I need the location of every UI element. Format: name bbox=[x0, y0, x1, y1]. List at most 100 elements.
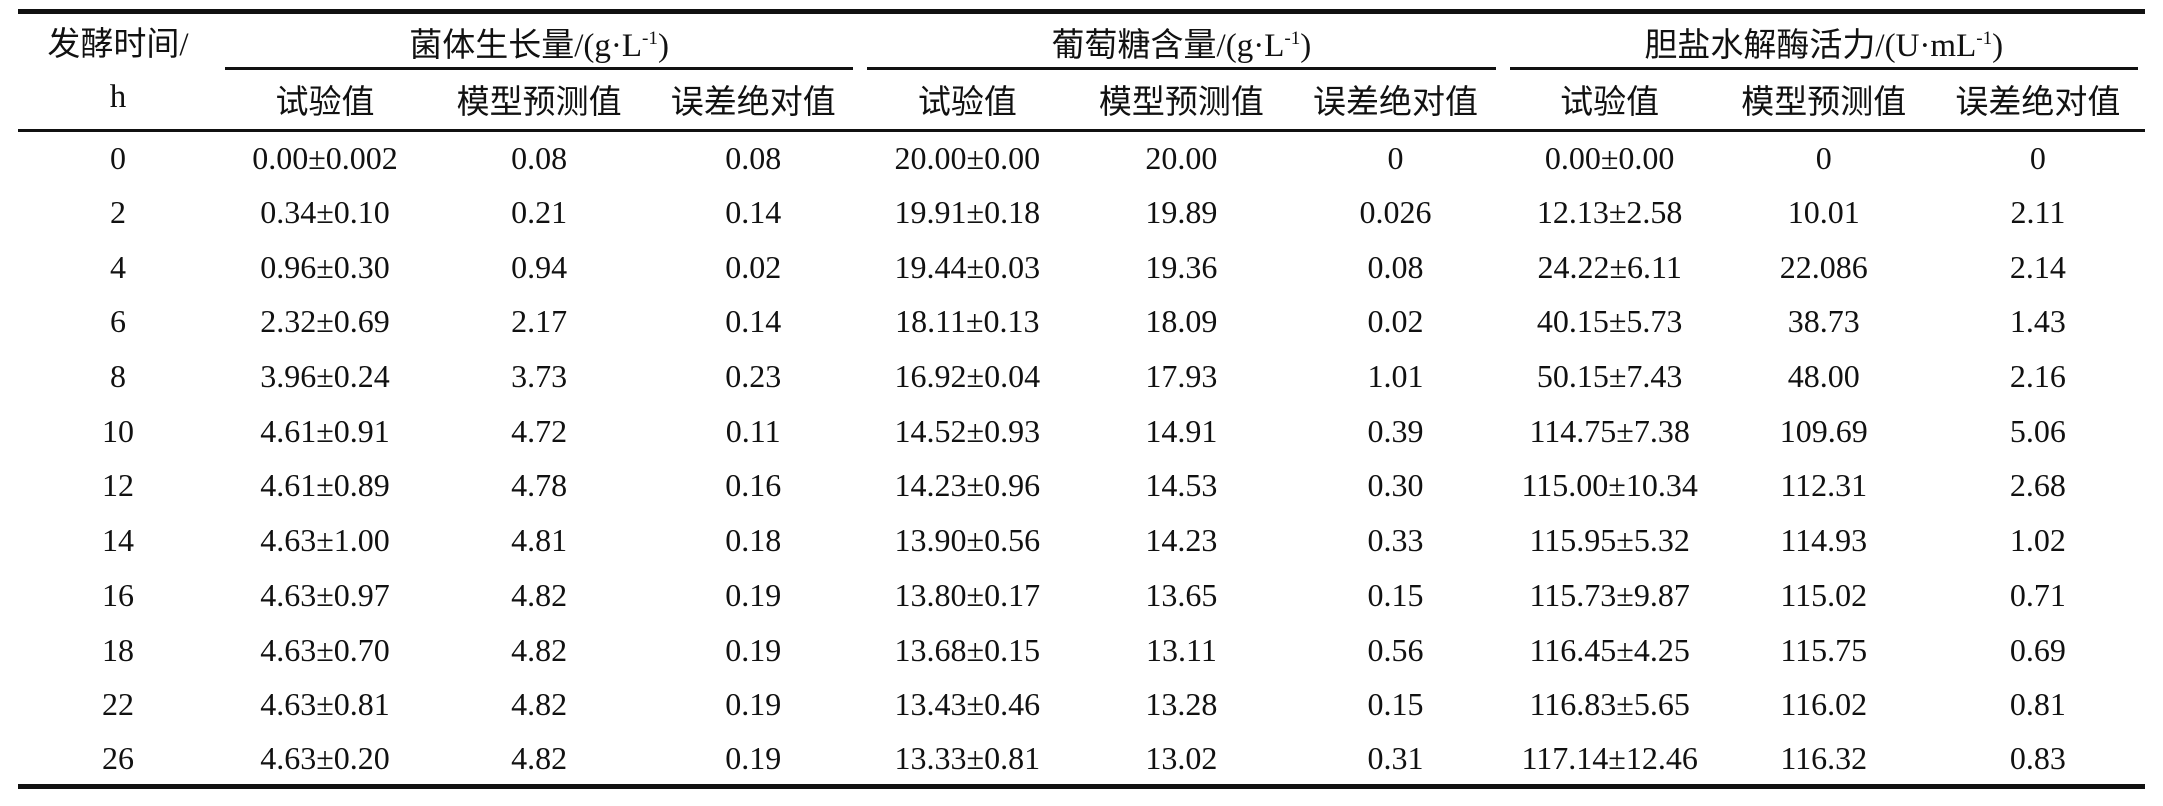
value-cell: 4.61±0.89 bbox=[260, 467, 390, 504]
value-cell: 0.02 bbox=[1367, 303, 1424, 340]
value-cell: 0.18 bbox=[725, 522, 782, 559]
group-title-close: ) bbox=[1992, 27, 2004, 64]
time-cell: 18 bbox=[101, 631, 134, 668]
value-cell: 0.08 bbox=[1367, 248, 1424, 285]
results-table: 发酵时间/ h 菌体生长量/(g·L-1) 葡萄糖含量/(g·L-1) 胆盐水解… bbox=[18, 9, 2145, 790]
value-cell: 3.73 bbox=[511, 358, 568, 395]
value-cell: 1.02 bbox=[2009, 522, 2066, 559]
value-cell: 19.89 bbox=[1145, 194, 1218, 231]
value-cell: 0.56 bbox=[1367, 631, 1424, 668]
value-cell: 1.43 bbox=[2009, 303, 2066, 340]
table-row: 26 4.63±0.20 4.82 0.19 13.33±0.81 13.02 0.31 11… bbox=[18, 732, 2145, 787]
time-cell: 26 bbox=[101, 739, 134, 776]
unit-superscript: -1 bbox=[1976, 27, 1993, 49]
value-cell: 0.15 bbox=[1367, 576, 1424, 613]
value-cell: 0.19 bbox=[725, 686, 782, 723]
value-cell: 115.75 bbox=[1780, 631, 1868, 668]
group-title-text: 葡萄糖含量/(g·L bbox=[1051, 27, 1285, 64]
value-cell: 13.80±0.17 bbox=[894, 576, 1041, 613]
table-row: 16 4.63±0.97 4.82 0.19 13.80±0.17 13.65 0.15 11… bbox=[18, 568, 2145, 623]
value-cell: 2.17 bbox=[511, 303, 568, 340]
table-row: 18 4.63±0.70 4.82 0.19 13.68±0.15 13.11 0.56 11… bbox=[18, 623, 2145, 678]
group-title-close: ) bbox=[1300, 27, 1312, 64]
value-cell: 12.13±2.58 bbox=[1536, 194, 1683, 231]
value-cell: 0 bbox=[2029, 140, 2046, 177]
subheader-row: 试验值 模型预测值 误差绝对值 试验值 模型预测值 误差绝对值 试验值 模型预测… bbox=[18, 69, 2145, 132]
value-cell: 0.19 bbox=[725, 631, 782, 668]
table-container: 发酵时间/ h 菌体生长量/(g·L-1) 葡萄糖含量/(g·L-1) 胆盐水解… bbox=[18, 9, 2145, 790]
value-cell: 115.95±5.32 bbox=[1529, 522, 1690, 559]
time-cell: 14 bbox=[101, 522, 134, 559]
value-cell: 18.09 bbox=[1145, 303, 1218, 340]
time-cell: 0 bbox=[109, 140, 126, 177]
table-row: 14 4.63±1.00 4.81 0.18 13.90±0.56 14.23 0.33 11… bbox=[18, 513, 2145, 568]
table-row: 4 0.96±0.30 0.94 0.02 19.44±0.03 19.36 0.08 24.… bbox=[18, 240, 2145, 295]
value-cell: 0.83 bbox=[2009, 739, 2066, 776]
value-cell: 19.44±0.03 bbox=[894, 248, 1041, 285]
table-row: 12 4.61±0.89 4.78 0.16 14.23±0.96 14.53 0.30 11… bbox=[18, 459, 2145, 514]
time-cell: 6 bbox=[109, 303, 126, 340]
value-cell: 2.11 bbox=[2010, 194, 2066, 231]
value-cell: 20.00 bbox=[1145, 140, 1218, 177]
value-cell: 0.81 bbox=[2009, 686, 2066, 723]
value-cell: 116.02 bbox=[1780, 686, 1868, 723]
table-row: 2 0.34±0.10 0.21 0.14 19.91±0.18 19.89 0.026 12… bbox=[18, 185, 2145, 240]
value-cell: 4.63±1.00 bbox=[260, 522, 390, 559]
time-cell: 10 bbox=[101, 412, 134, 449]
value-cell: 114.75±7.38 bbox=[1529, 412, 1690, 449]
group-header-row: 发酵时间/ h 菌体生长量/(g·L-1) 葡萄糖含量/(g·L-1) 胆盐水解… bbox=[18, 11, 2145, 132]
value-cell: 0.31 bbox=[1367, 739, 1424, 776]
value-cell: 112.31 bbox=[1780, 467, 1868, 504]
value-cell: 13.90±0.56 bbox=[894, 522, 1041, 559]
subheader-predicted-3: 模型预测值 bbox=[1716, 69, 1931, 132]
value-cell: 40.15±5.73 bbox=[1536, 303, 1683, 340]
value-cell: 19.91±0.18 bbox=[894, 194, 1041, 231]
subheader-experimental-3: 试验值 bbox=[1502, 69, 1717, 132]
value-cell: 14.53 bbox=[1145, 467, 1218, 504]
value-cell: 0.00±0.002 bbox=[252, 140, 398, 177]
value-cell: 4.82 bbox=[511, 739, 568, 776]
value-cell: 4.63±0.20 bbox=[260, 739, 390, 776]
value-cell: 13.02 bbox=[1145, 739, 1218, 776]
table-row: 0 0.00±0.002 0.08 0.08 20.00±0.00 20.00 0 0.00±… bbox=[18, 131, 2145, 186]
value-cell: 13.65 bbox=[1145, 576, 1218, 613]
value-cell: 13.68±0.15 bbox=[894, 631, 1041, 668]
value-cell: 116.45±4.25 bbox=[1529, 631, 1690, 668]
value-cell: 0.39 bbox=[1367, 412, 1424, 449]
value-cell: 3.96±0.24 bbox=[260, 358, 390, 395]
table-row: 8 3.96±0.24 3.73 0.23 16.92±0.04 17.93 1.01 50.… bbox=[18, 349, 2145, 404]
table-body: 0 0.00±0.002 0.08 0.08 20.00±0.00 20.00 0 0.00±… bbox=[18, 131, 2145, 787]
value-cell: 2.14 bbox=[2009, 248, 2066, 285]
time-cell: 12 bbox=[101, 467, 134, 504]
fermentation-time-header: 发酵时间/ h bbox=[18, 11, 218, 132]
value-cell: 109.69 bbox=[1779, 412, 1868, 449]
group-title-text: 菌体生长量/(g·L bbox=[409, 27, 643, 64]
value-cell: 2.68 bbox=[2009, 467, 2066, 504]
value-cell: 0.026 bbox=[1359, 194, 1432, 231]
subheader-abs-error-2: 误差绝对值 bbox=[1288, 69, 1503, 132]
table-header: 发酵时间/ h 菌体生长量/(g·L-1) 葡萄糖含量/(g·L-1) 胆盐水解… bbox=[18, 11, 2145, 132]
value-cell: 38.73 bbox=[1787, 303, 1860, 340]
value-cell: 0.08 bbox=[725, 140, 782, 177]
value-cell: 116.83±5.65 bbox=[1529, 686, 1690, 723]
value-cell: 5.06 bbox=[2009, 412, 2066, 449]
value-cell: 0.96±0.30 bbox=[260, 248, 390, 285]
value-cell: 4.82 bbox=[511, 576, 568, 613]
time-cell: 22 bbox=[101, 686, 134, 723]
time-cell: 2 bbox=[109, 194, 126, 231]
value-cell: 0.16 bbox=[725, 467, 782, 504]
value-cell: 13.28 bbox=[1145, 686, 1218, 723]
value-cell: 14.91 bbox=[1145, 412, 1218, 449]
value-cell: 4.81 bbox=[511, 522, 568, 559]
value-cell: 18.11±0.13 bbox=[895, 303, 1040, 340]
unit-superscript: -1 bbox=[642, 27, 658, 49]
value-cell: 0.33 bbox=[1367, 522, 1424, 559]
value-cell: 0.08 bbox=[511, 140, 568, 177]
value-cell: 0.30 bbox=[1367, 467, 1424, 504]
value-cell: 20.00±0.00 bbox=[894, 140, 1041, 177]
value-cell: 0.69 bbox=[2009, 631, 2066, 668]
value-cell: 0.23 bbox=[725, 358, 782, 395]
subheader-abs-error-3: 误差绝对值 bbox=[1930, 69, 2145, 132]
time-cell: 4 bbox=[109, 248, 126, 285]
value-cell: 114.93 bbox=[1780, 522, 1868, 559]
